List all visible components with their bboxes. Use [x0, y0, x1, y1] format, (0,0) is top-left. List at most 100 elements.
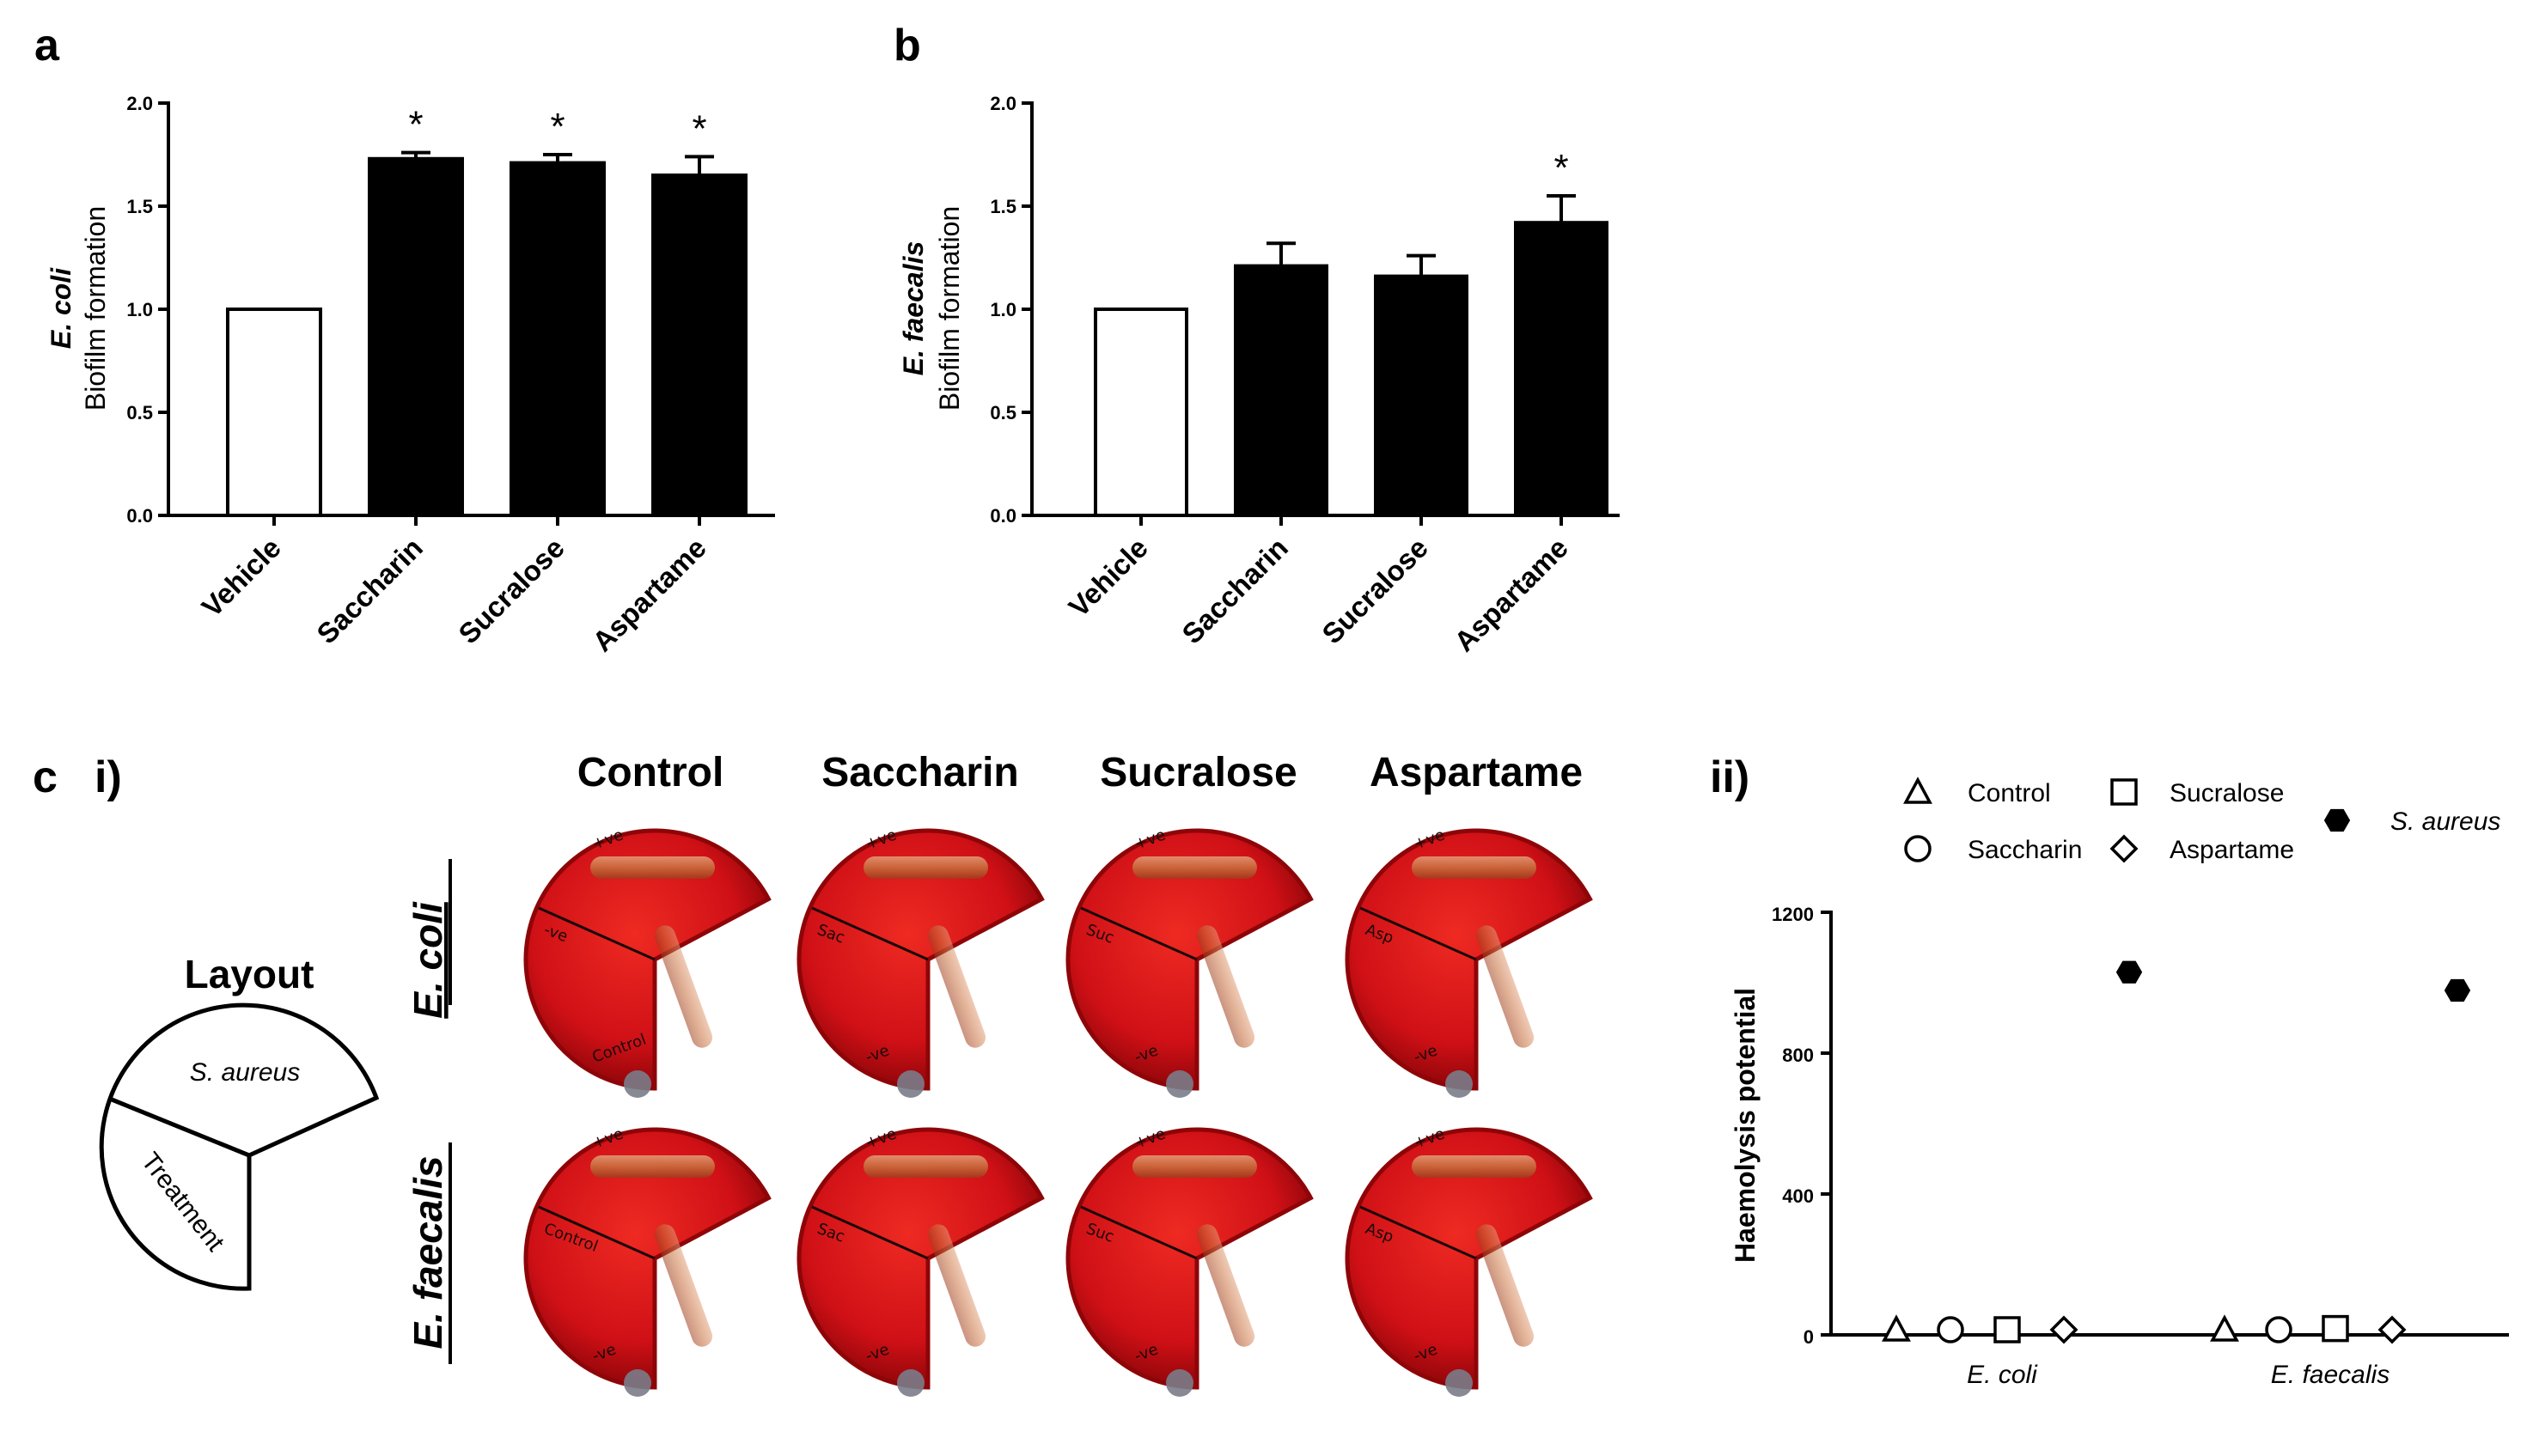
- legend-label-control: Control: [1968, 779, 2051, 807]
- bacterial-streak: [1132, 1155, 1257, 1178]
- panel-label-b: b: [894, 21, 921, 70]
- bacterial-streak: [1196, 925, 1255, 1048]
- y-tick-label: 2.0: [990, 93, 1016, 114]
- y-tick-label: 0.0: [126, 505, 153, 527]
- plate-marker-tab: [1166, 1369, 1193, 1397]
- bacterial-streak: [654, 1224, 713, 1347]
- plate-divider-line: [538, 1205, 656, 1260]
- agar-plate-body: [523, 828, 772, 1091]
- column-header-control: Control: [577, 750, 724, 795]
- bacterial-streak: [590, 1155, 715, 1178]
- y-tick-label: 1.0: [126, 299, 153, 320]
- y-tick-label: 0.0: [990, 505, 1016, 527]
- bacterial-streak: [654, 925, 713, 1048]
- x-tick-label: Vehicle: [1062, 532, 1154, 624]
- plate-divider-line: [811, 1205, 929, 1260]
- bacterial-streak: [1475, 925, 1535, 1048]
- y-tick-label: 0.5: [990, 402, 1016, 423]
- x-tick-label: Vehicle: [195, 532, 287, 624]
- plate-marker-tab: [897, 1070, 925, 1098]
- bar-vehicle: [1094, 308, 1188, 517]
- bar-vehicle: [226, 308, 322, 517]
- bar-group: Vehicle * Saccharin * Sucralose * Aspartame: [195, 104, 748, 658]
- legend-marker-aspartame: [2109, 834, 2139, 863]
- point-saccharin: [2265, 1316, 2292, 1343]
- point-sucralose: [1993, 1316, 2021, 1343]
- point-s-aureus: [2115, 960, 2143, 984]
- plate-divider-line: [538, 906, 656, 961]
- y-axis-label-italic: E. coli: [46, 267, 76, 349]
- point-aspartame: [2049, 1315, 2078, 1344]
- bacterial-streak: [590, 856, 715, 879]
- bacterial-streak: [1412, 856, 1536, 879]
- agar-plate-body: [797, 828, 1045, 1091]
- legend-label-s-aureus: S. aureus: [2390, 807, 2500, 836]
- significance-star: *: [408, 104, 423, 146]
- layout-plate-outline: [99, 1002, 380, 1291]
- panel-label-c-i: i): [95, 752, 122, 802]
- bar-aspartame: [651, 174, 748, 517]
- y-tick-label: 0: [1804, 1326, 1814, 1348]
- haemolysis-chart: Haemolysis potential 0 400 800 1200 E. coli…: [1730, 777, 2509, 1389]
- x-tick-label: Saccharin: [310, 532, 429, 650]
- point-control: [2210, 1314, 2239, 1342]
- y-tick-label: 400: [1782, 1185, 1814, 1207]
- y-tick-group: 0 400 800 1200: [1772, 904, 1831, 1348]
- point-aspartame: [2377, 1315, 2407, 1344]
- panel-label-c: c: [33, 752, 58, 802]
- plate-column-headers: Control Saccharin Sucralose Aspartame: [577, 750, 1583, 795]
- bacterial-streak: [1412, 1155, 1536, 1178]
- agar-plate-body: [1345, 828, 1593, 1091]
- scatter-points: [1882, 960, 2471, 1344]
- legend-marker-saccharin: [1904, 835, 1932, 862]
- significance-star: *: [692, 107, 706, 149]
- bar-saccharin: [368, 156, 464, 518]
- y-tick-label: 2.0: [126, 93, 153, 114]
- bacterial-streak: [1196, 1224, 1255, 1347]
- layout-sector-treatment: Treatment: [136, 1148, 230, 1258]
- significance-star: *: [1553, 147, 1568, 189]
- y-tick-label: 1.5: [126, 196, 153, 217]
- row-header-efaecalis: E. faecalis: [406, 1155, 450, 1349]
- layout-divider: [111, 1097, 250, 1158]
- y-tick-label: 800: [1782, 1045, 1814, 1066]
- column-header-sucralose: Sucralose: [1100, 750, 1297, 795]
- point-saccharin: [1937, 1316, 1964, 1343]
- plate-divider-line: [1080, 1205, 1198, 1260]
- y-tick-label: 1200: [1772, 904, 1814, 925]
- plate-marker-tab: [624, 1070, 651, 1098]
- legend-label-aspartame: Aspartame: [2170, 836, 2294, 864]
- y-tick-label: 1.0: [990, 299, 1016, 320]
- y-tick-label: 1.5: [990, 196, 1016, 217]
- plate-marker-tab: [1445, 1369, 1473, 1397]
- y-axis-label-organism: E. coli: [46, 267, 76, 349]
- plate-divider-line: [1359, 1205, 1477, 1260]
- panel-label-c-ii: ii): [1710, 752, 1749, 802]
- agar-plate-body: [1065, 1127, 1314, 1390]
- bar-saccharin: [1234, 264, 1328, 517]
- legend-marker-control: [1903, 777, 1932, 804]
- point-sucralose: [2322, 1314, 2349, 1343]
- point-s-aureus: [2444, 978, 2471, 1002]
- x-group-labels: E. coli E. faecalis: [1967, 1361, 2390, 1389]
- legend: Control Saccharin Sucralose Aspartame S. aur…: [1903, 777, 2500, 864]
- layout-title: Layout: [185, 952, 314, 996]
- x-tick-label: Saccharin: [1175, 532, 1294, 650]
- bacterial-streak: [927, 1224, 986, 1347]
- x-tick-label: Aspartame: [586, 532, 712, 658]
- plate-marker-tab: [624, 1369, 651, 1397]
- plate-marker-tab: [1445, 1070, 1473, 1098]
- plate-marker-tab: [897, 1369, 925, 1397]
- legend-label-sucralose: Sucralose: [2170, 779, 2284, 807]
- y-tick-label: 0.5: [126, 402, 153, 423]
- agar-plates-grid: +ve-veControl+veSac-ve+veSuc-ve+veAsp-ve…: [523, 825, 1593, 1397]
- x-tick-label: Sucralose: [1315, 532, 1434, 650]
- bar-sucralose: [510, 161, 606, 517]
- agar-plate-body: [523, 1127, 772, 1390]
- x-group-label: E. coli: [1967, 1361, 2038, 1389]
